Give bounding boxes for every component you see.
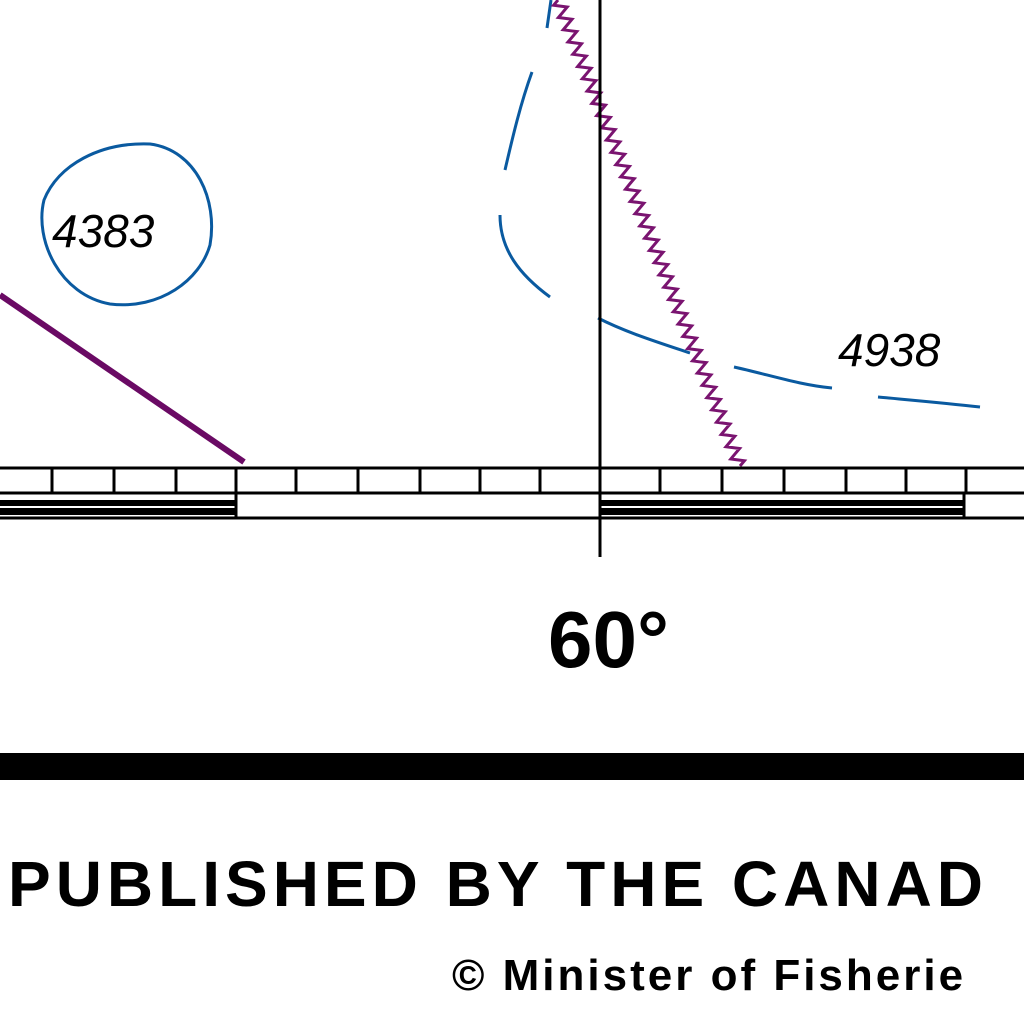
scale-border bbox=[0, 466, 1024, 520]
contour bbox=[877, 395, 981, 409]
contour bbox=[733, 365, 833, 390]
neatline bbox=[0, 753, 1024, 780]
contour bbox=[545, 0, 553, 29]
sounding: 4383 bbox=[52, 205, 155, 257]
boundary-wavy bbox=[550, 0, 748, 467]
contours bbox=[40, 0, 981, 409]
contour bbox=[597, 316, 691, 355]
meridian-label: 60° bbox=[548, 595, 669, 684]
contour bbox=[40, 142, 214, 307]
copyright-line: © Minister of Fisherie bbox=[452, 951, 966, 1000]
contour bbox=[503, 71, 534, 171]
border-ticks bbox=[50, 468, 968, 493]
boundary-line bbox=[0, 292, 246, 465]
sounding: 4938 bbox=[838, 324, 941, 376]
publisher-line: PUBLISHED BY THE CANAD bbox=[8, 848, 988, 920]
contour bbox=[498, 214, 551, 299]
